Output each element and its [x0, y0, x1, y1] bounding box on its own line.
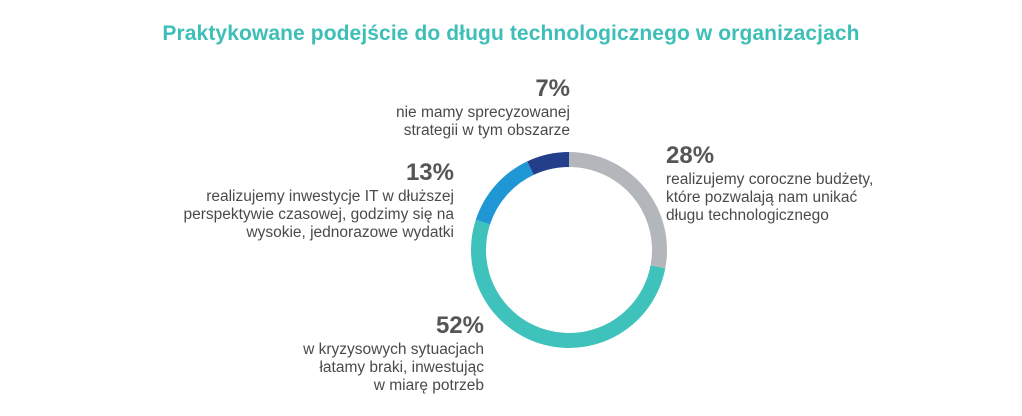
slice-crisis-patching — [470, 219, 666, 348]
slice-description-line: strategii w tym obszarze — [403, 122, 570, 139]
slice-description-line: w kryzysowych sytuacjach — [303, 341, 484, 358]
slice-description-line: w miarę potrzeb — [373, 377, 484, 394]
slice-description-line: długu technologicznego — [666, 207, 829, 224]
slice-description-line: realizujemy inwestycje IT w dłuższej — [206, 188, 454, 205]
slice-description-line: realizujemy coroczne budżety, — [666, 171, 874, 188]
slice-label-no-strategy: 7% nie mamy sprecyzowanej strategii w ty… — [320, 76, 570, 140]
slice-description-line: nie mamy sprecyzowanej — [395, 104, 570, 121]
slice-label-long-term-investment: 13% realizujemy inwestycje IT w dłuższej… — [132, 160, 454, 242]
slice-long-term-investment — [475, 161, 534, 225]
slice-value-label: 28% — [666, 142, 715, 169]
slice-description-line: perspektywie czasowej, godzimy się na — [183, 206, 454, 223]
chart-title: Praktykowane podejście do długu technolo… — [162, 22, 860, 45]
slice-label-annual-budgets: 28% realizujemy coroczne budżety, które … — [666, 143, 926, 225]
slice-description-line: wysokie, jednorazowe wydatki — [246, 224, 454, 241]
slice-description-line: łatamy braki, inwestując — [319, 359, 484, 376]
slice-annual-budgets — [569, 152, 667, 269]
slice-value-label: 13% — [405, 159, 454, 186]
slice-value-label: 52% — [435, 312, 484, 339]
slice-label-crisis-patching: 52% w kryzysowych sytuacjach łatamy brak… — [172, 313, 484, 395]
slice-description-line: które pozwalają nam unikać — [666, 189, 858, 206]
slice-no-strategy — [527, 152, 569, 175]
slice-value-label: 7% — [535, 75, 570, 102]
